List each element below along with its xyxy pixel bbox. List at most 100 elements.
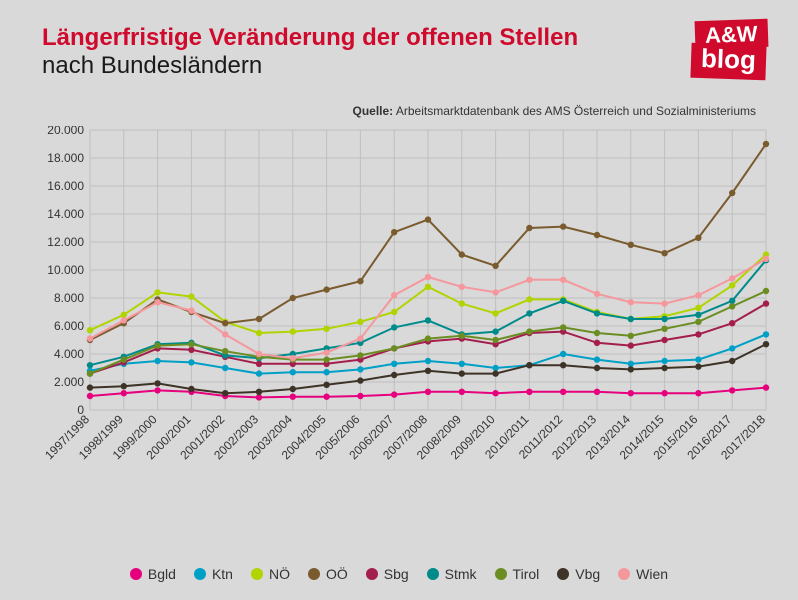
series-point [763,288,769,294]
legend-item: Wien [618,566,668,582]
title-line1: Längerfristige Veränderung der offenen S… [42,24,756,52]
series-point [560,277,566,283]
legend-label: Vbg [575,566,600,582]
series-point [763,331,769,337]
series-point [729,303,735,309]
series-point [357,366,363,372]
series-point [256,389,262,395]
legend-dot-icon [495,568,507,580]
source-line: Quelle: Arbeitsmarktdatenbank des AMS Ös… [352,104,756,118]
legend-label: Bgld [148,566,176,582]
series-point [492,365,498,371]
series-point [391,292,397,298]
aw-blog-logo: A&W blog [695,20,768,79]
series-point [357,319,363,325]
series-point [459,361,465,367]
series-point [526,362,532,368]
series-point [594,310,600,316]
series-point [628,299,634,305]
series-point [188,386,194,392]
series-point [492,390,498,396]
series-point [526,310,532,316]
legend-label: Tirol [513,566,540,582]
series-point [560,351,566,357]
series-point [222,320,228,326]
series-point [188,341,194,347]
y-tick-label: 8.000 [54,291,84,305]
series-point [695,235,701,241]
series-point [763,341,769,347]
series-point [560,223,566,229]
series-point [357,278,363,284]
series-point [391,345,397,351]
series-point [695,390,701,396]
series-point [323,286,329,292]
legend-label: NÖ [269,566,290,582]
legend-label: OÖ [326,566,348,582]
legend-dot-icon [130,568,142,580]
y-tick-label: 16.000 [47,179,84,193]
series-point [492,328,498,334]
legend-dot-icon [308,568,320,580]
legend-item: Stmk [427,566,477,582]
series-point [357,335,363,341]
series-point [594,365,600,371]
series-point [323,369,329,375]
series-point [121,356,127,362]
series-point [695,331,701,337]
series-point [87,384,93,390]
y-tick-label: 2.000 [54,375,84,389]
series-point [323,394,329,400]
series-point [425,389,431,395]
series-point [459,389,465,395]
series-point [526,225,532,231]
series-point [628,361,634,367]
series-point [391,324,397,330]
series-point [695,305,701,311]
series-point [154,358,160,364]
series-point [628,366,634,372]
series-point [290,355,296,361]
series-point [391,361,397,367]
title-line2: nach Bundesländern [42,52,756,80]
series-point [188,359,194,365]
legend-item: Sbg [366,566,409,582]
series-point [323,382,329,388]
series-point [154,342,160,348]
series-point [526,389,532,395]
series-point [459,251,465,257]
source-label: Quelle: [352,104,393,118]
series-point [628,390,634,396]
series-point [594,232,600,238]
series-point [121,383,127,389]
series-point [594,356,600,362]
legend-label: Sbg [384,566,409,582]
legend-item: OÖ [308,566,348,582]
series-point [661,358,667,364]
series-point [87,335,93,341]
legend-label: Ktn [212,566,233,582]
series-point [357,352,363,358]
series-point [391,229,397,235]
series-point [188,293,194,299]
series-point [695,312,701,318]
series-point [661,365,667,371]
series-point [87,370,93,376]
series-point [154,299,160,305]
series-point [560,324,566,330]
line-chart: 02.0004.0006.0008.00010.00012.00014.0001… [42,126,774,486]
series-point [222,331,228,337]
series-point [729,275,735,281]
series-point [121,312,127,318]
series-point [763,300,769,306]
series-point [87,393,93,399]
series-point [425,317,431,323]
series-point [391,391,397,397]
series-point [459,333,465,339]
series-point [661,250,667,256]
legend-label: Wien [636,566,668,582]
series-point [628,342,634,348]
series-point [729,387,735,393]
legend-label: Stmk [445,566,477,582]
series-point [729,320,735,326]
